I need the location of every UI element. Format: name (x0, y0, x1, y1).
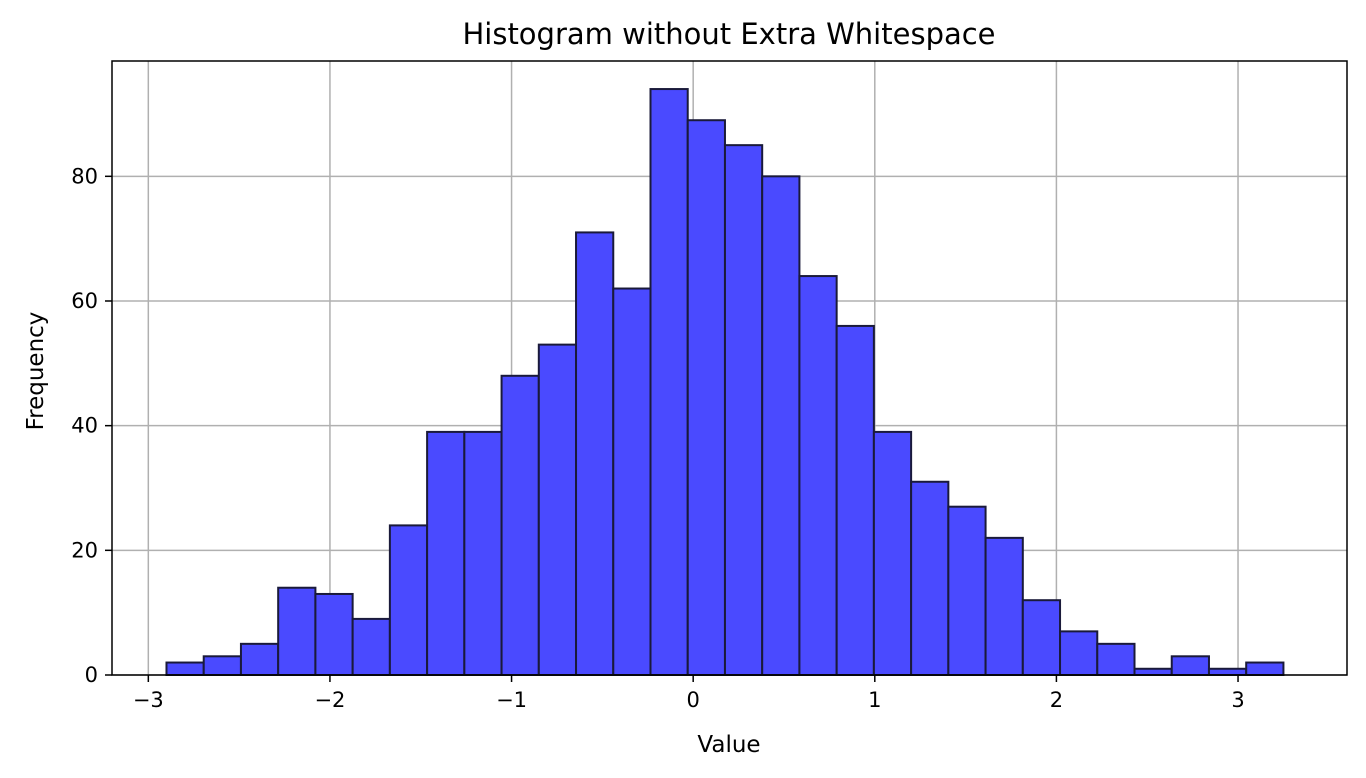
histogram-bar (984, 536, 1024, 676)
histogram-bar (426, 430, 466, 676)
y-tick-label: 80 (71, 164, 98, 188)
x-tick-label: 0 (686, 688, 699, 712)
histogram-bar (165, 661, 205, 677)
histogram-bar (686, 119, 726, 677)
y-tick-label: 60 (71, 289, 98, 313)
histogram-bar (500, 374, 540, 676)
histogram-bar (1096, 642, 1136, 676)
histogram-bar (798, 275, 838, 676)
histogram-bar (202, 655, 242, 677)
x-tick-label: 2 (1050, 688, 1063, 712)
x-tick-label: 3 (1231, 688, 1244, 712)
histogram-bar (835, 324, 875, 676)
histogram-bar (463, 430, 503, 676)
histogram-bar (649, 88, 689, 676)
x-tick-label: −3 (133, 688, 164, 712)
x-tick-label: −1 (496, 688, 527, 712)
y-axis-label: Frequency (23, 312, 49, 431)
histogram-bar (761, 175, 801, 676)
histogram-bar (723, 144, 764, 676)
histogram-bar (910, 480, 950, 676)
x-tick-label: −2 (314, 688, 345, 712)
histogram-bar (872, 430, 913, 676)
histogram-bar (388, 524, 429, 676)
histogram-bar (947, 505, 987, 676)
histogram-bar (1059, 630, 1099, 676)
y-axis: 0 20 40 60 80 (71, 164, 112, 687)
x-axis: −3 −2 −1 0 1 2 3 (133, 675, 1245, 712)
bars (165, 88, 1285, 677)
histogram-bar (1021, 599, 1062, 677)
histogram-bar (575, 231, 615, 676)
histogram-bar (351, 617, 391, 677)
x-tick-label: 1 (868, 688, 881, 712)
histogram-bar (1207, 667, 1248, 676)
histogram-bar (537, 343, 578, 676)
histogram-bar (612, 287, 652, 676)
chart-title: Histogram without Extra Whitespace (462, 17, 995, 51)
histogram-bar (1245, 661, 1285, 677)
histogram-bar (277, 586, 317, 676)
plot-frame (111, 60, 1348, 676)
histogram-bar (1170, 655, 1210, 677)
histogram-bar (239, 642, 280, 676)
histogram-bar (314, 592, 354, 677)
y-tick-label: 40 (71, 414, 98, 438)
histogram-bar (1133, 667, 1173, 676)
y-tick-label: 20 (71, 538, 98, 562)
x-axis-label: Value (697, 732, 760, 758)
y-tick-label: 0 (85, 663, 98, 687)
